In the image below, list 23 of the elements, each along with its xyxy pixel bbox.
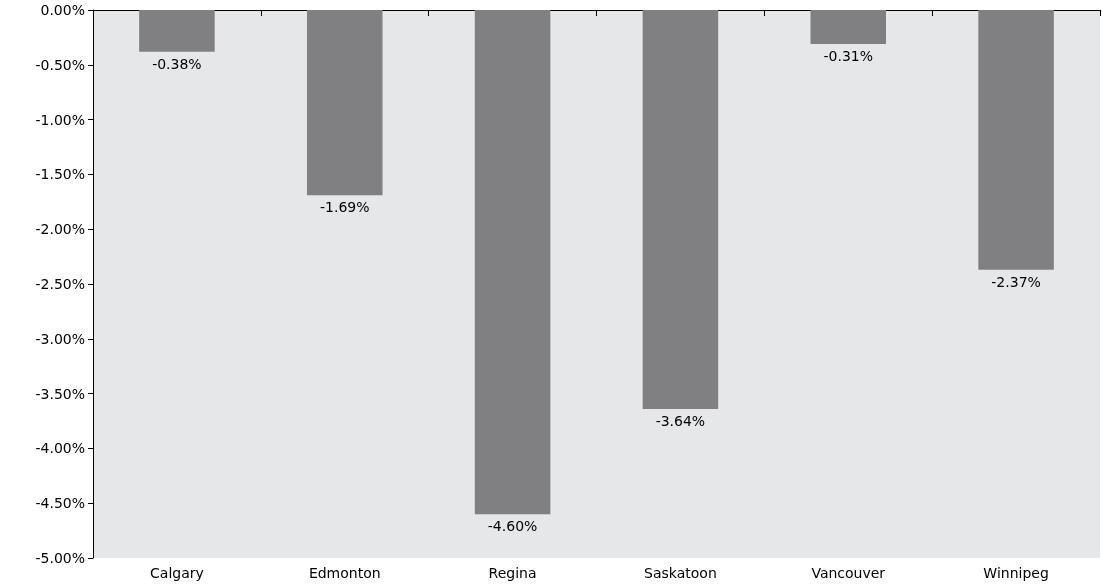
x-tick-label: Vancouver: [811, 565, 886, 581]
x-tick-label: Calgary: [150, 565, 204, 581]
x-tick-label: Regina: [488, 565, 537, 581]
data-label: -0.38%: [152, 55, 202, 72]
data-label: -0.31%: [823, 47, 874, 64]
data-label: -1.69%: [319, 199, 370, 216]
y-tick-label: -1.50%: [35, 166, 85, 183]
y-tick-label: -2.50%: [35, 276, 85, 292]
x-tick-label: Winnipeg: [983, 565, 1049, 581]
y-tick-label: -5.00%: [35, 550, 85, 566]
y-tick-label: -4.00%: [35, 440, 85, 457]
x-tick-label: Edmonton: [308, 565, 381, 581]
y-tick-label: -3.50%: [35, 385, 85, 402]
data-label: -3.64%: [655, 412, 706, 429]
y-tick-label: -1.00%: [35, 111, 85, 128]
y-tick-label: -0.50%: [35, 56, 85, 73]
y-tick-label: -2.00%: [35, 221, 85, 238]
data-label: -2.37%: [991, 273, 1041, 290]
x-tick-label: Saskatoon: [644, 565, 717, 581]
data-label: -4.60%: [487, 518, 538, 535]
y-tick-label: 0.00%: [40, 2, 85, 18]
y-tick-label: -4.50%: [35, 495, 85, 512]
y-tick-label: -3.00%: [35, 330, 85, 347]
